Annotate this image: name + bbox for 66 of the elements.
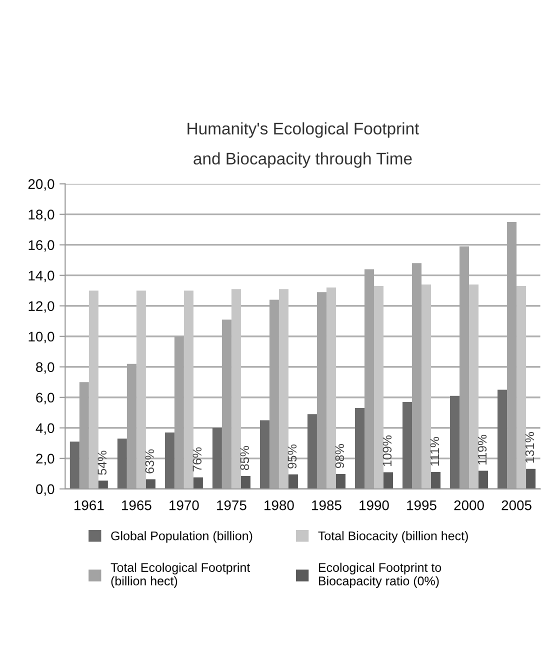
bar xyxy=(450,396,460,489)
legend-label: Total Ecological Footprint (billion hect) xyxy=(110,562,250,588)
bar xyxy=(336,474,346,489)
bar xyxy=(193,477,203,489)
y-tick-label: 4,0 xyxy=(36,423,54,435)
x-tick-label: 2000 xyxy=(454,500,484,510)
data-label: 111% xyxy=(430,436,440,466)
data-label: 119% xyxy=(478,434,487,464)
bar xyxy=(402,402,412,489)
chart-title: Humanity's Ecological Footprint and Biocapacity through Time xyxy=(188,122,420,168)
data-label: 63% xyxy=(145,449,154,474)
x-tick-label: 1995 xyxy=(407,500,436,510)
bar xyxy=(478,470,488,489)
bar xyxy=(498,390,508,489)
bar xyxy=(260,420,270,489)
bar xyxy=(278,289,288,489)
x-tick-label: 1970 xyxy=(170,500,199,510)
data-label: 109% xyxy=(382,435,392,466)
bar xyxy=(146,479,156,489)
bar xyxy=(326,288,336,489)
x-tick-label: 1975 xyxy=(217,500,246,510)
y-tick-label: 10,0 xyxy=(28,332,54,344)
bar xyxy=(98,480,108,489)
y-tick-label: 8,0 xyxy=(36,362,54,374)
data-label: 54% xyxy=(98,450,107,475)
x-tick-label: 1961 xyxy=(74,500,104,510)
bar xyxy=(70,442,80,489)
y-tick-label: 2,0 xyxy=(36,454,54,466)
x-tick-label: 2005 xyxy=(502,500,532,510)
bar xyxy=(526,468,536,489)
legend-label: Global Population (billion) xyxy=(111,531,252,543)
bar xyxy=(384,472,393,489)
y-tick-label: 0,0 xyxy=(36,484,54,496)
bar xyxy=(240,476,250,489)
bar xyxy=(469,284,479,489)
bar xyxy=(184,290,194,489)
bar xyxy=(231,289,241,489)
y-tick-label: 18,0 xyxy=(28,210,54,222)
bar xyxy=(136,290,146,489)
y-tick-label: 20,0 xyxy=(28,179,54,191)
bar xyxy=(288,474,298,489)
y-tick-label: 6,0 xyxy=(36,392,54,404)
bar xyxy=(307,414,317,489)
data-label: 131% xyxy=(525,432,534,463)
bar xyxy=(374,286,384,489)
x-tick-label: 1985 xyxy=(312,500,342,510)
data-label: 95% xyxy=(288,444,297,468)
data-label: 85% xyxy=(240,446,250,470)
data-label: 98% xyxy=(335,444,344,468)
legend-label: Ecological Footprint to Biocapacity ratio (0%) xyxy=(318,562,442,588)
bar xyxy=(516,286,526,489)
bar xyxy=(431,472,441,489)
bar xyxy=(212,428,222,489)
bar xyxy=(422,284,432,489)
bar xyxy=(354,408,364,489)
data-label: 76% xyxy=(192,447,202,472)
bar xyxy=(117,438,127,489)
legend-label: Total Biocacity (billion hect) xyxy=(318,531,468,543)
x-tick-label: 1980 xyxy=(264,500,294,510)
y-tick-label: 14,0 xyxy=(28,270,54,282)
y-tick-label: 16,0 xyxy=(28,240,54,252)
y-tick-label: 12,0 xyxy=(28,301,54,313)
bar xyxy=(88,290,98,489)
x-tick-label: 1990 xyxy=(360,500,389,510)
bar xyxy=(164,432,174,489)
x-tick-label: 1965 xyxy=(122,500,152,510)
